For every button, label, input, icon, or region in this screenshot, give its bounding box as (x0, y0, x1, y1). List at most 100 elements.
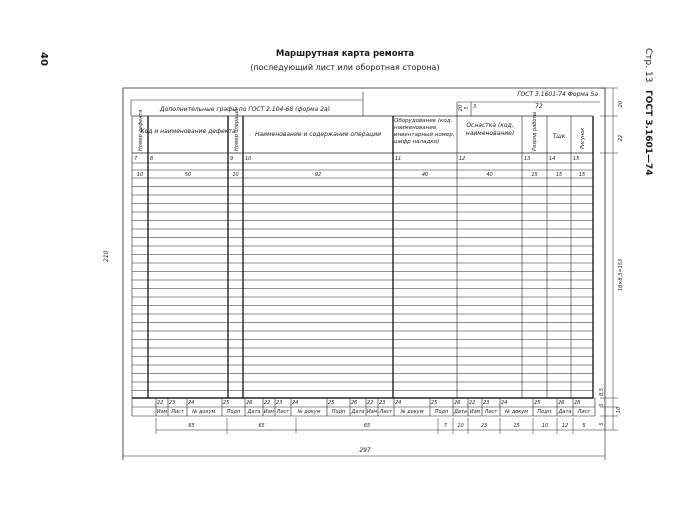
corner-col: 3 (473, 104, 476, 110)
stamp-label: № докум (399, 409, 423, 415)
stamp-label: Подп (227, 409, 241, 415)
column-number: 14 (549, 156, 555, 162)
bottom-dimension: 65 (364, 423, 370, 429)
stamp-number: 25 (328, 400, 334, 406)
stamp-number: 28 (574, 400, 580, 406)
column-number: 8 (150, 156, 153, 162)
column-width-dim: 10 (232, 172, 238, 178)
corner-h2: 5 (464, 106, 470, 109)
stamp-label: Дата (453, 409, 467, 415)
right-dim: 10 (616, 407, 622, 413)
header-defect-name: Код и наименование дефекта (140, 128, 236, 135)
stamp-label: Дата (558, 409, 572, 415)
stamp-number: 26 (454, 400, 460, 406)
form-label: ГОСТ 3.1601-74 Форма 5а (517, 91, 598, 98)
stamp-number: 25 (223, 400, 229, 406)
column-number: 15 (573, 156, 579, 162)
bottom-dimension: 5 (582, 423, 585, 429)
column-number: 11 (395, 156, 401, 162)
right-dim: 8,5 (599, 388, 605, 396)
page-subtitle: (последующий лист или оборотная сторона) (250, 63, 439, 72)
header-operation-number: Номер операции (234, 106, 240, 151)
corner-h1: 20 (458, 105, 464, 111)
stamp-label: Изм (157, 409, 167, 415)
stamp-label: Дата (351, 409, 365, 415)
stamp-number: 22 (469, 400, 475, 406)
column-number: 10 (245, 156, 251, 162)
stamp-label: Лист (484, 409, 499, 415)
total-height-dim: 210 (103, 250, 110, 262)
header-work-grade: Разряд работы (532, 112, 538, 151)
stamp-number: 22 (367, 400, 373, 406)
column-width-dim: 15 (579, 172, 585, 178)
generated-labels: 71085091010921140124013151415151522Изм23… (134, 101, 624, 429)
running-head-standard: ГОСТ 3.1601—74 (643, 90, 653, 176)
column-width-dim: 50 (185, 172, 191, 178)
stamp-number: 22 (157, 400, 163, 406)
stamp-number: 23 (483, 400, 489, 406)
column-width-dim: 15 (556, 172, 562, 178)
column-width-dim: 40 (422, 172, 428, 178)
header-time: Тшк (553, 133, 566, 140)
column-width-dim: 15 (531, 172, 537, 178)
stamp-number: 25 (534, 400, 540, 406)
header-equipment: Оборудование (код, наименование, инвента… (394, 118, 455, 145)
bottom-dimension: 10 (457, 423, 463, 429)
stamp-label: Лист (577, 409, 592, 415)
bottom-dimension: 12 (562, 423, 568, 429)
right-dim: 5 (599, 422, 605, 425)
stamp-number: 23 (379, 400, 385, 406)
form-grid-lines (122, 87, 618, 460)
stamp-label: Лист (379, 409, 394, 415)
stamp-label: Изм (367, 409, 377, 415)
bottom-dimension: 10 (542, 423, 548, 429)
header-operation-content: Наименование и содержание операции (255, 131, 381, 138)
stamp-number: 25 (431, 400, 437, 406)
stamp-number: 24 (501, 400, 507, 406)
bottom-dimension: 65 (258, 423, 264, 429)
bottom-dimension: 15 (513, 423, 519, 429)
total-width-dim: 297 (359, 447, 371, 454)
column-width-dim: 40 (486, 172, 492, 178)
right-dim: 5 (599, 403, 605, 406)
page-title: Маршрутная карта ремонта (276, 49, 415, 59)
corner-width: 72 (535, 103, 543, 110)
column-number: 12 (459, 156, 465, 162)
stamp-number: 26 (351, 400, 357, 406)
stamp-number: 24 (292, 400, 298, 406)
stamp-label: № докум. (191, 409, 217, 415)
bottom-dimension: 23 (481, 423, 487, 429)
stamp-number: 24 (395, 400, 401, 406)
stamp-label: № докум (504, 409, 528, 415)
stamp-label: № докум (296, 409, 320, 415)
stamp-label: Подп (332, 409, 346, 415)
bottom-dimension: 65 (188, 423, 194, 429)
stamp-number: 24 (188, 400, 194, 406)
stamp-label: Дата (247, 409, 261, 415)
stamp-number: 26 (246, 400, 252, 406)
right-dim: 20 (618, 101, 624, 107)
running-head-page: Стр. 13 (643, 48, 653, 82)
page-number: 40 (38, 52, 49, 66)
additional-columns-label: Дополнительные графы по ГОСТ 2.104-68 (ф… (159, 106, 330, 113)
stamp-label: Подп (435, 409, 449, 415)
column-number: 9 (230, 156, 233, 162)
stamp-number: 23 (276, 400, 282, 406)
right-dim: 22 (618, 135, 624, 141)
header-defect-number: Номер дефекта (138, 110, 144, 151)
stamp-label: Изм (264, 409, 274, 415)
stamp-label: Подп. (537, 409, 552, 415)
stamp-label: Лист (276, 409, 291, 415)
header-tooling: Оснастка (код, наименование) (465, 122, 515, 137)
right-dim: 18×8,5=153 (618, 259, 624, 291)
stamp-label: Изм (470, 409, 480, 415)
column-width-dim: 92 (315, 172, 321, 178)
bottom-dimension: 7 (444, 423, 448, 429)
column-number: 7 (134, 156, 138, 162)
column-width-dim: 10 (137, 172, 143, 178)
stamp-number: 23 (169, 400, 175, 406)
header-drawing: Рисунок (580, 128, 586, 149)
stamp-number: 22 (264, 400, 270, 406)
stamp-label: Лист (170, 409, 185, 415)
